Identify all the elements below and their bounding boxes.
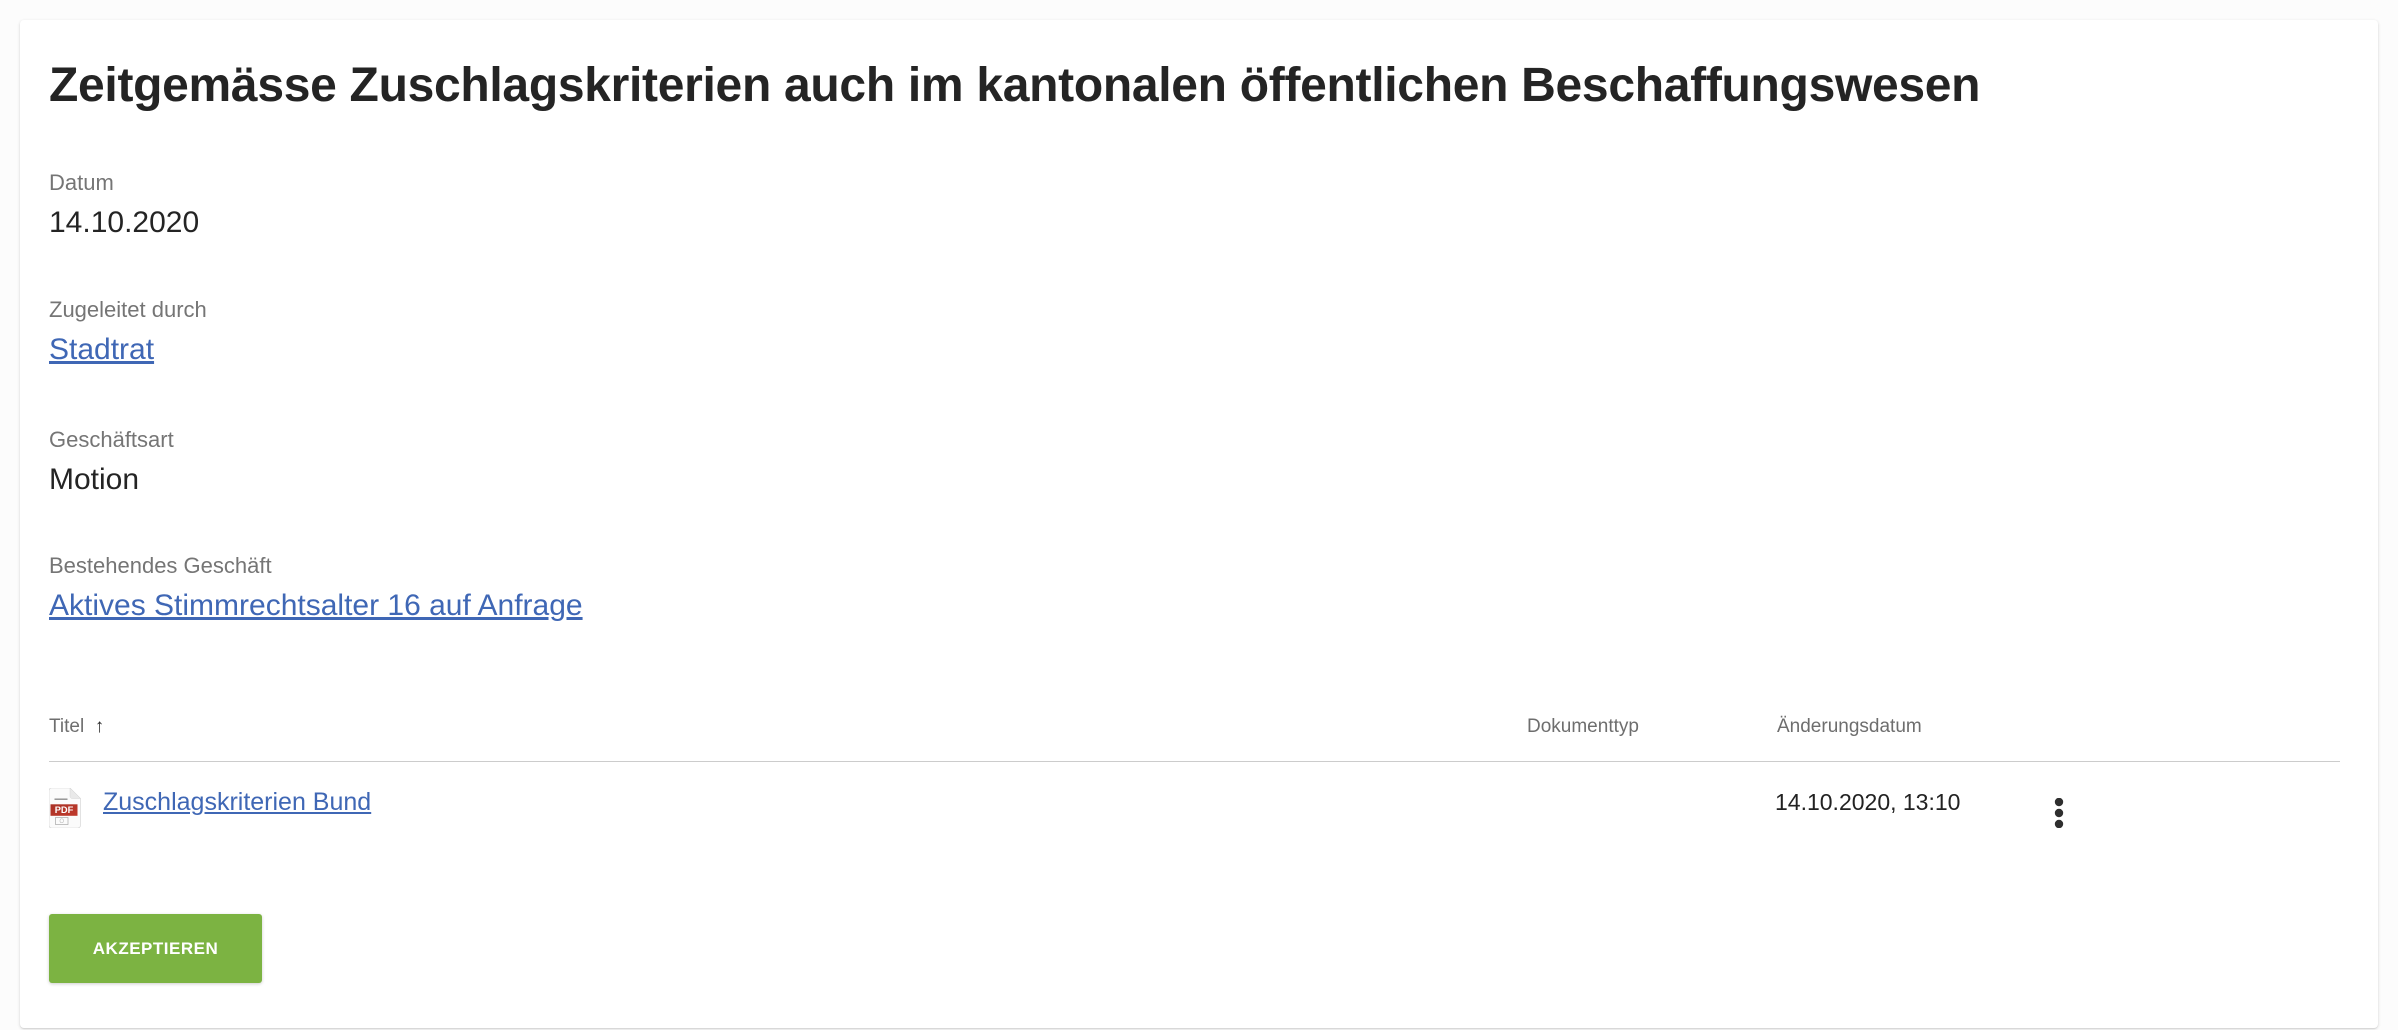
svg-text:O: O [59, 819, 64, 825]
svg-text:PDF: PDF [55, 805, 74, 815]
